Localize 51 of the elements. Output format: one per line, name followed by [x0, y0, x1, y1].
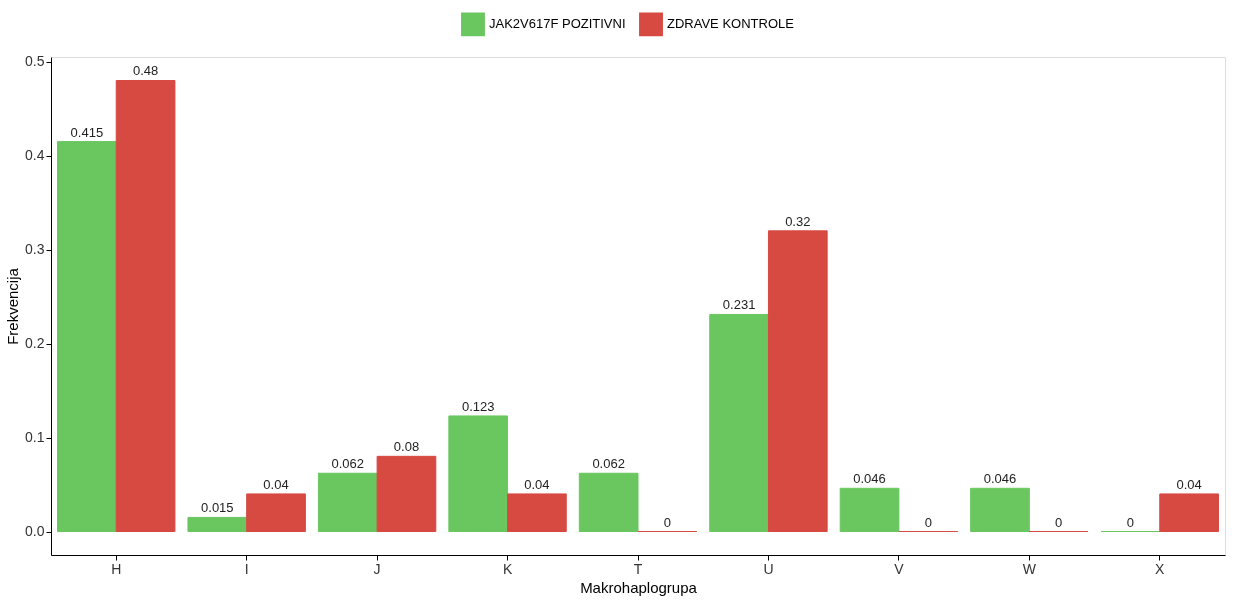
data-label: 0.046 [853, 471, 886, 487]
bar [187, 516, 248, 533]
bar [448, 415, 509, 533]
x-tick-label: K [502, 560, 513, 577]
x-tick-label: W [1022, 560, 1037, 577]
data-label: 0.32 [785, 213, 811, 229]
data-label: 0.04 [1176, 476, 1202, 492]
y-tick-label: 0.0 [25, 523, 45, 540]
bar [839, 487, 900, 533]
y-tick-label: 0.5 [25, 53, 45, 70]
data-label: 0 [663, 514, 671, 530]
data-label: 0.123 [461, 398, 495, 414]
bar [115, 79, 176, 533]
bar [507, 493, 567, 533]
legend-label: JAK2V617F POZITIVNI [489, 16, 626, 32]
x-tick-label: I [244, 560, 249, 577]
x-tick-label: X [1155, 560, 1166, 577]
data-label: 0 [1055, 514, 1063, 530]
x-tick-label: U [763, 560, 774, 577]
data-label: 0.04 [524, 476, 550, 492]
bar [709, 313, 769, 533]
data-label: 0.062 [331, 456, 365, 472]
bar [246, 493, 306, 533]
y-tick-label: 0.2 [25, 335, 45, 352]
y-axis-title: Frekvencija [4, 267, 22, 345]
bar [767, 230, 828, 533]
x-tick-label: H [111, 560, 122, 577]
data-label: 0.062 [592, 456, 625, 472]
x-tick-label: V [894, 560, 905, 577]
data-label: 0.48 [132, 63, 159, 79]
data-label: 0 [1126, 514, 1135, 530]
x-tick-label: J [373, 560, 381, 577]
x-tick-label: T [633, 560, 643, 577]
data-label: 0.231 [722, 297, 756, 313]
bar [1159, 493, 1219, 533]
data-label: 0.415 [70, 124, 104, 140]
y-tick-label: 0.1 [25, 429, 45, 446]
bar [57, 141, 117, 533]
data-label: 0.08 [393, 439, 420, 455]
legend-label: ZDRAVE KONTROLE [667, 16, 795, 32]
data-label: 0.04 [263, 476, 289, 492]
bar [376, 455, 437, 533]
bar [317, 472, 378, 533]
bar [578, 472, 639, 533]
data-label: 0.046 [983, 471, 1017, 487]
y-tick-label: 0.3 [25, 241, 45, 258]
data-label: 0 [924, 514, 932, 530]
y-tick-label: 0.4 [25, 147, 45, 164]
data-label: 0.015 [201, 500, 234, 516]
bar [970, 487, 1030, 533]
x-axis-title: Makrohaplogrupa [580, 578, 698, 596]
